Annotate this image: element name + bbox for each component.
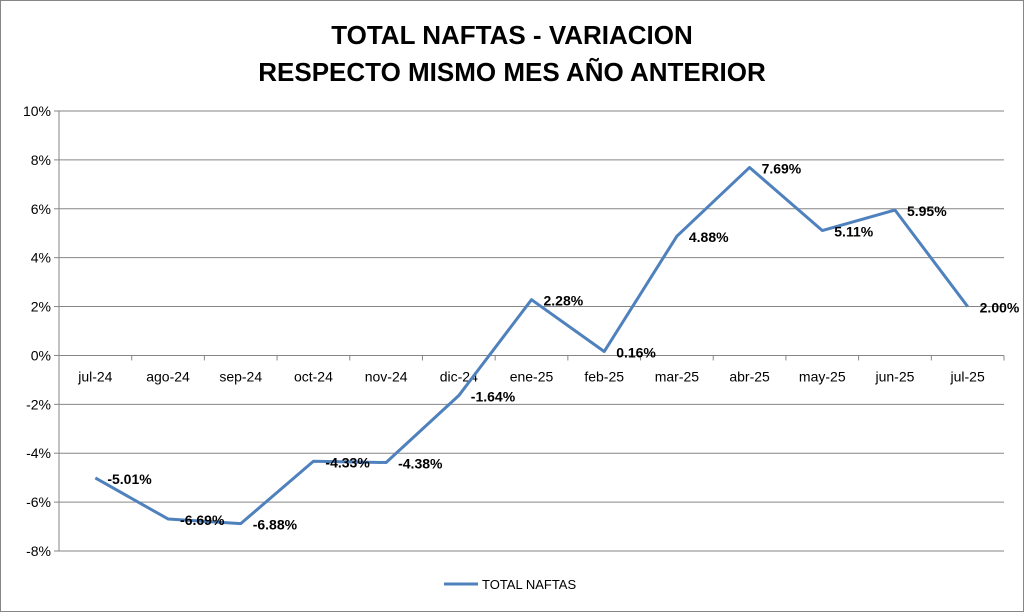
x-tick-label: abr-25: [729, 368, 770, 384]
data-labels: -5.01% -6.69% -6.88% -4.33% -4.38% -1.64% 2.28…: [107, 160, 1020, 532]
x-tick-label: oct-24: [294, 368, 333, 384]
x-tick-label: ago-24: [146, 368, 190, 384]
data-label: 7.69%: [762, 160, 802, 176]
x-tick-label: jun-25: [875, 368, 915, 384]
data-label: -4.38%: [398, 456, 443, 472]
data-label: 2.00%: [980, 300, 1020, 316]
y-tick-label: -6%: [26, 494, 51, 510]
x-tick-label: may-25: [799, 368, 846, 384]
data-label: 0.16%: [616, 345, 656, 361]
data-label: 5.95%: [907, 203, 947, 219]
data-label: 4.88%: [689, 229, 729, 245]
x-tick-label: jul-25: [950, 368, 985, 384]
x-tick-label: jul-24: [77, 368, 112, 384]
axes: [54, 111, 1004, 551]
x-tick-label: nov-24: [365, 368, 408, 384]
y-tick-label: -8%: [26, 543, 51, 559]
x-tick-label: sep-24: [219, 368, 262, 384]
y-tick-label: 4%: [31, 250, 51, 266]
x-tick-label: ene-25: [510, 368, 554, 384]
data-label: -6.88%: [253, 517, 298, 533]
y-tick-label: -2%: [26, 396, 51, 412]
series-total-naftas: [95, 167, 968, 523]
x-tick-label: feb-25: [584, 368, 624, 384]
data-label: 2.28%: [544, 293, 584, 309]
legend: TOTAL NAFTAS: [444, 577, 576, 592]
y-tick-label: 0%: [31, 347, 51, 363]
y-tick-label: 6%: [31, 201, 51, 217]
data-label: -5.01%: [107, 471, 152, 487]
gridlines: [59, 111, 1004, 551]
y-tick-label: 8%: [31, 152, 51, 168]
y-tick-label: 10%: [23, 103, 51, 119]
x-tick-label: mar-25: [655, 368, 700, 384]
legend-label: TOTAL NAFTAS: [482, 577, 576, 592]
y-tick-labels: -8% -6% -4% -2% 0% 2% 4% 6% 8% 10%: [23, 103, 51, 559]
data-label: -4.33%: [325, 454, 370, 470]
data-label: -6.69%: [180, 512, 225, 528]
y-tick-label: -4%: [26, 445, 51, 461]
y-tick-label: 2%: [31, 299, 51, 315]
data-label: 5.11%: [834, 224, 873, 240]
data-label: -1.64%: [471, 389, 516, 405]
series-line: [95, 167, 967, 523]
